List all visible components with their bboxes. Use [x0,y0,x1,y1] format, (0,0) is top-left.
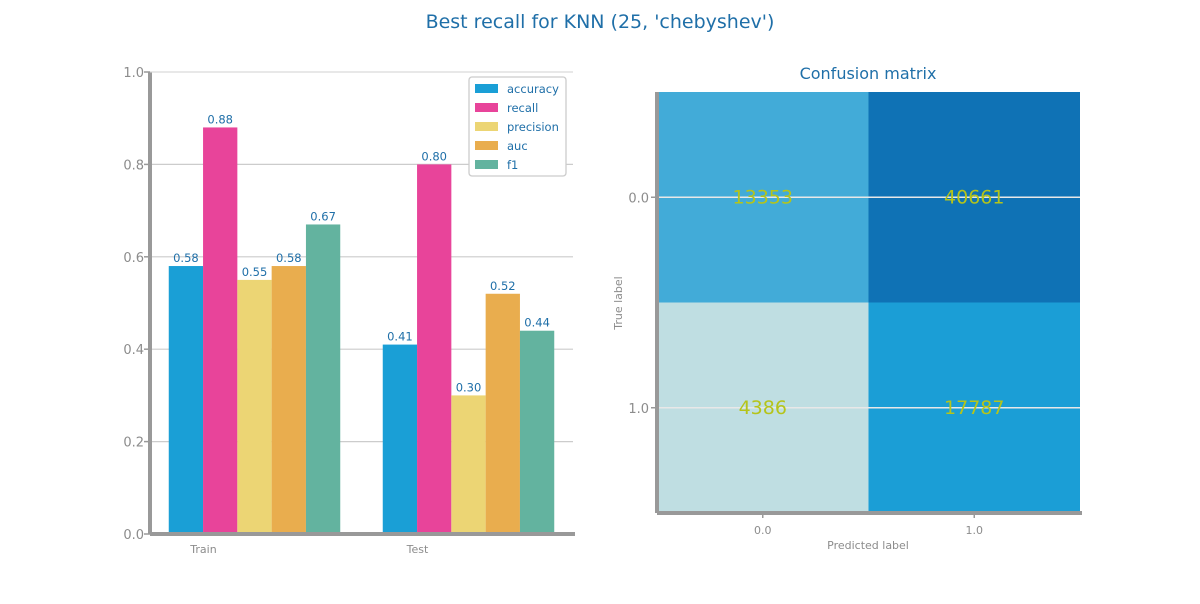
bar-f1-test [519,330,555,534]
confusion-cell-value: 4386 [739,397,787,419]
confusion-matrix-axes [655,92,1082,515]
bar-accuracy-train [168,266,204,534]
confusion-y-tick-label: 0.0 [628,191,649,206]
bar-value-label: 0.67 [310,209,336,223]
confusion-cell-value: 40661 [944,186,1004,208]
legend-swatch-precision [475,122,498,131]
bar-chart-y-tick-label: 0.2 [123,436,144,451]
bar-f1-train [305,224,341,534]
bar-auc-test [485,293,520,534]
bar-value-label: 0.58 [276,251,302,265]
bar-chart-x-ticks: Train Test [189,543,429,556]
bar-value-label: 0.55 [242,265,268,279]
bar-value-label: 0.41 [387,330,413,344]
bar-chart-y-tick-label: 1.0 [123,66,144,81]
confusion-matrix-x-label: Predicted label [827,539,909,552]
bar-value-label: 0.30 [456,380,482,394]
bar-auc-train [271,266,306,534]
confusion-x-tick-label: 1.0 [966,524,984,537]
legend-swatch-accuracy [475,84,498,93]
legend-label-auc: auc [507,139,528,153]
bar-value-label: 0.52 [490,279,516,293]
bar-value-label: 0.44 [524,316,550,330]
confusion-matrix-title: Confusion matrix [800,64,937,83]
bar-value-label: 0.80 [421,149,447,163]
bar-recall-test [417,164,452,534]
bar-chart-y-ticks: 0.0 0.2 0.4 0.6 0.8 1.0 [123,66,150,543]
bar-recall-train [203,127,238,534]
metrics-bar-chart: 0.00.20.40.60.81.0 Train Test 0.580.880.5… [123,66,575,556]
bar-value-label: 0.58 [173,251,199,265]
bar-accuracy-test [382,344,418,534]
legend-label-f1: f1 [507,158,518,172]
figure-title: Best recall for KNN (25, 'chebyshev') [426,11,775,33]
bar-value-label: 0.88 [207,112,233,126]
confusion-matrix-values: 13353 40661 4386 17787 [733,186,1005,419]
bar-precision-train [237,279,272,534]
bar-chart-bars [168,127,555,534]
confusion-cell-value: 17787 [944,397,1004,419]
bar-chart-y-tick-label: 0.8 [123,158,144,173]
bar-chart-y-tick-label: 0.6 [123,251,144,266]
bar-chart-legend: accuracy recall precision auc f1 [468,76,567,177]
bar-chart-axes [148,71,575,536]
confusion-cell-value: 13353 [733,186,793,208]
confusion-x-tick-label: 0.0 [754,524,772,537]
legend-label-accuracy: accuracy [507,82,559,96]
confusion-y-tick-label: 1.0 [628,402,649,417]
confusion-matrix-ticks: 0.0 0.0 1.0 1.0 [628,191,983,537]
bar-chart-x-tick-label: Test [406,543,429,556]
confusion-matrix-cells [657,92,1080,513]
confusion-matrix-y-label: True label [612,276,625,330]
legend-swatch-recall [475,103,498,112]
confusion-matrix-gridlines [657,196,1080,409]
bar-chart-y-tick-label: 0.4 [123,343,144,358]
legend-swatch-f1 [475,160,498,169]
legend-box [468,76,567,177]
bar-chart-x-tick-label: Train [189,543,216,556]
confusion-matrix-chart: Confusion matrix 13353 40661 4386 17787 0.0… [612,64,1082,552]
legend-label-precision: precision [507,120,559,134]
bar-chart-value-labels: 0.58 0.88 0.55 0.58 0.67 0.41 0.80 0.30 0.52 0.44 [173,112,550,394]
legend-label-recall: recall [507,101,538,115]
bar-precision-test [451,395,486,534]
bar-chart-y-tick-label: 0.0 [123,528,144,543]
legend-swatch-auc [475,141,498,150]
